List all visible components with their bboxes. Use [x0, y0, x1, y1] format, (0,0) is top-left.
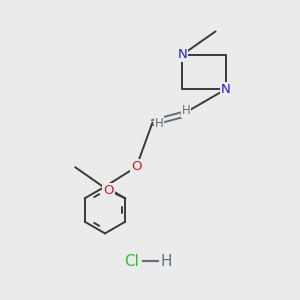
Text: N: N [221, 83, 230, 96]
Text: Cl: Cl [124, 254, 140, 268]
Text: N: N [178, 48, 187, 61]
Text: H: H [161, 254, 172, 268]
Text: O: O [131, 160, 142, 173]
Text: O: O [103, 184, 114, 197]
Text: H: H [182, 104, 190, 117]
Text: H: H [154, 117, 163, 130]
